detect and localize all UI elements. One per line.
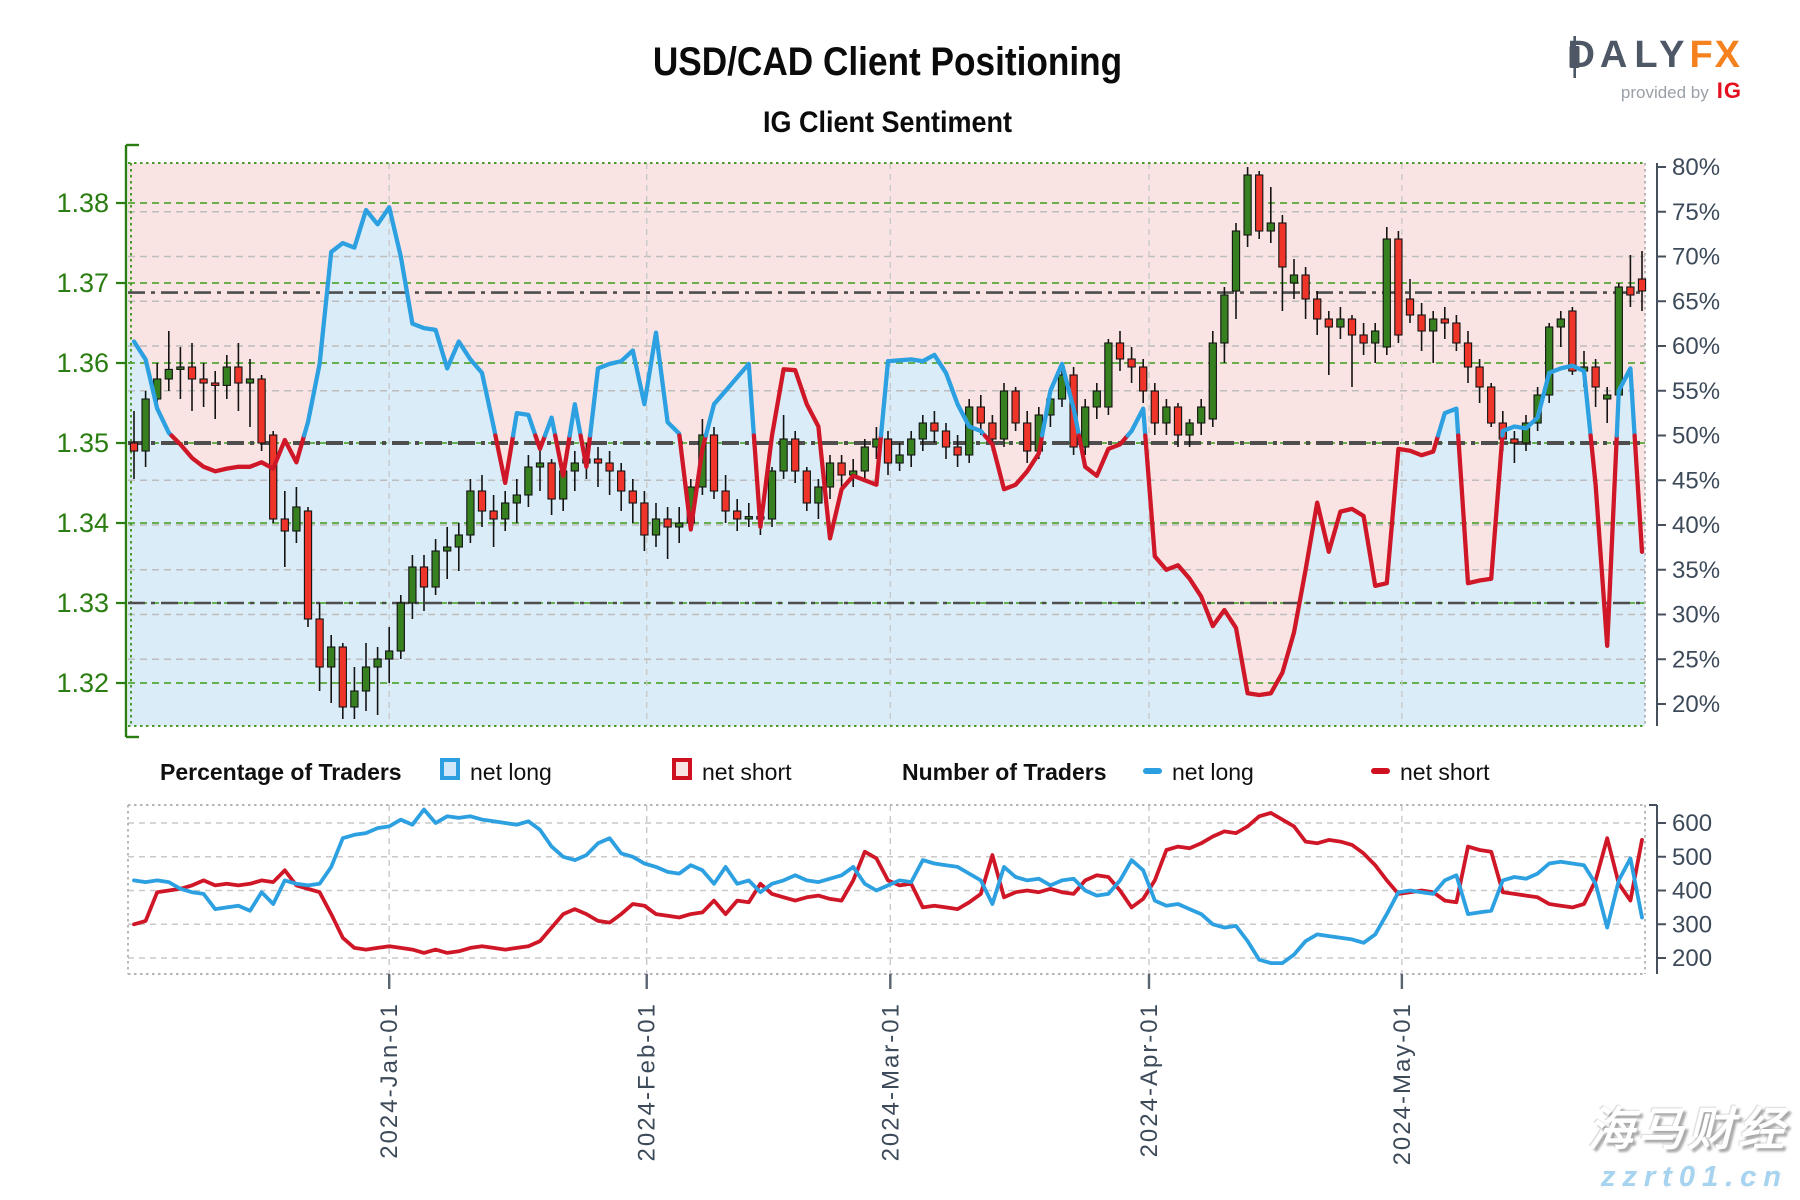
date-axis: 2024-Jan-01 2024-Feb-01 2024-Mar-01 2024-Ap… xyxy=(376,974,1416,1165)
svg-text:20%: 20% xyxy=(1672,691,1720,718)
svg-text:25%: 25% xyxy=(1672,646,1720,673)
svg-text:1.33: 1.33 xyxy=(56,588,109,618)
logo-ly: LY xyxy=(1634,34,1690,76)
logo-ig: IG xyxy=(1716,78,1742,103)
traders-plot-border xyxy=(127,804,1646,975)
watermark-line1: 海马财经 xyxy=(1588,1103,1788,1155)
pct-net-short-swatch-icon xyxy=(672,758,692,780)
svg-text:50%: 50% xyxy=(1672,423,1720,450)
svg-text:65%: 65% xyxy=(1672,288,1720,315)
traders-count-axis: 600 500 400 300 200 xyxy=(1649,804,1712,974)
svg-text:1.35: 1.35 xyxy=(56,428,109,458)
svg-text:60%: 60% xyxy=(1672,333,1720,360)
svg-text:2024-May-01: 2024-May-01 xyxy=(1389,1002,1416,1165)
svg-text:600: 600 xyxy=(1672,810,1712,837)
svg-text:200: 200 xyxy=(1672,945,1712,972)
main-plot-border xyxy=(128,162,1646,727)
legend-num-net-long: net long xyxy=(1172,759,1254,785)
svg-text:300: 300 xyxy=(1672,911,1712,938)
svg-text:2024-Apr-01: 2024-Apr-01 xyxy=(1136,1002,1163,1157)
pct-net-long-swatch-icon xyxy=(440,758,460,780)
price-axis: 1.38 1.37 1.36 1.35 1.34 1.33 1.32 xyxy=(56,143,139,739)
svg-text:80%: 80% xyxy=(1672,154,1720,181)
page-title: USD/CAD Client Positioning xyxy=(652,40,1123,84)
sentiment-line xyxy=(131,205,1645,698)
svg-text:1.38: 1.38 xyxy=(56,188,109,218)
svg-text:30%: 30% xyxy=(1672,602,1720,629)
dailyfx-logo: DA LY FX provided by IG xyxy=(1567,36,1742,102)
legend-pct-net-short: net short xyxy=(702,759,792,785)
legend-pct-net-long: net long xyxy=(470,759,552,785)
svg-text:45%: 45% xyxy=(1672,467,1720,494)
svg-text:400: 400 xyxy=(1672,878,1712,905)
legend-num-net-short: net short xyxy=(1400,759,1490,785)
svg-text:35%: 35% xyxy=(1672,557,1720,584)
traders-lines xyxy=(132,807,1644,965)
logo-provided-by: provided by xyxy=(1620,83,1709,102)
svg-text:75%: 75% xyxy=(1672,199,1720,226)
svg-text:55%: 55% xyxy=(1672,378,1720,405)
svg-text:1.34: 1.34 xyxy=(56,508,109,538)
svg-text:2024-Feb-01: 2024-Feb-01 xyxy=(634,1002,661,1161)
svg-text:40%: 40% xyxy=(1672,512,1720,539)
svg-text:1.37: 1.37 xyxy=(56,268,109,298)
svg-text:70%: 70% xyxy=(1672,244,1720,271)
svg-text:2024-Jan-01: 2024-Jan-01 xyxy=(376,1002,403,1159)
svg-text:500: 500 xyxy=(1672,844,1712,871)
svg-text:2024-Mar-01: 2024-Mar-01 xyxy=(877,1002,904,1161)
watermark: 海马财经 zzrt01.cn xyxy=(1588,1093,1788,1194)
svg-text:1.36: 1.36 xyxy=(56,348,109,378)
watermark-line2: zzrt01.cn xyxy=(1600,1161,1788,1193)
legend-num-title: Number of Traders xyxy=(902,759,1107,785)
num-net-long-swatch-icon xyxy=(1143,768,1162,774)
percent-axis: 80% 75% 70% 65% 60% 55% 50% 45% 40% 35% 30% 25% 20% xyxy=(1656,154,1720,726)
legend: Percentage of Traders net long net short… xyxy=(0,756,1800,790)
legend-pct-title: Percentage of Traders xyxy=(160,759,402,785)
chart-subtitle: IG Client Sentiment xyxy=(762,106,1013,139)
num-net-short-swatch-icon xyxy=(1371,768,1390,774)
candles xyxy=(129,167,1647,719)
logo-fx: FX xyxy=(1689,34,1742,76)
reference-lines xyxy=(128,291,1645,605)
svg-text:1.32: 1.32 xyxy=(56,668,109,698)
